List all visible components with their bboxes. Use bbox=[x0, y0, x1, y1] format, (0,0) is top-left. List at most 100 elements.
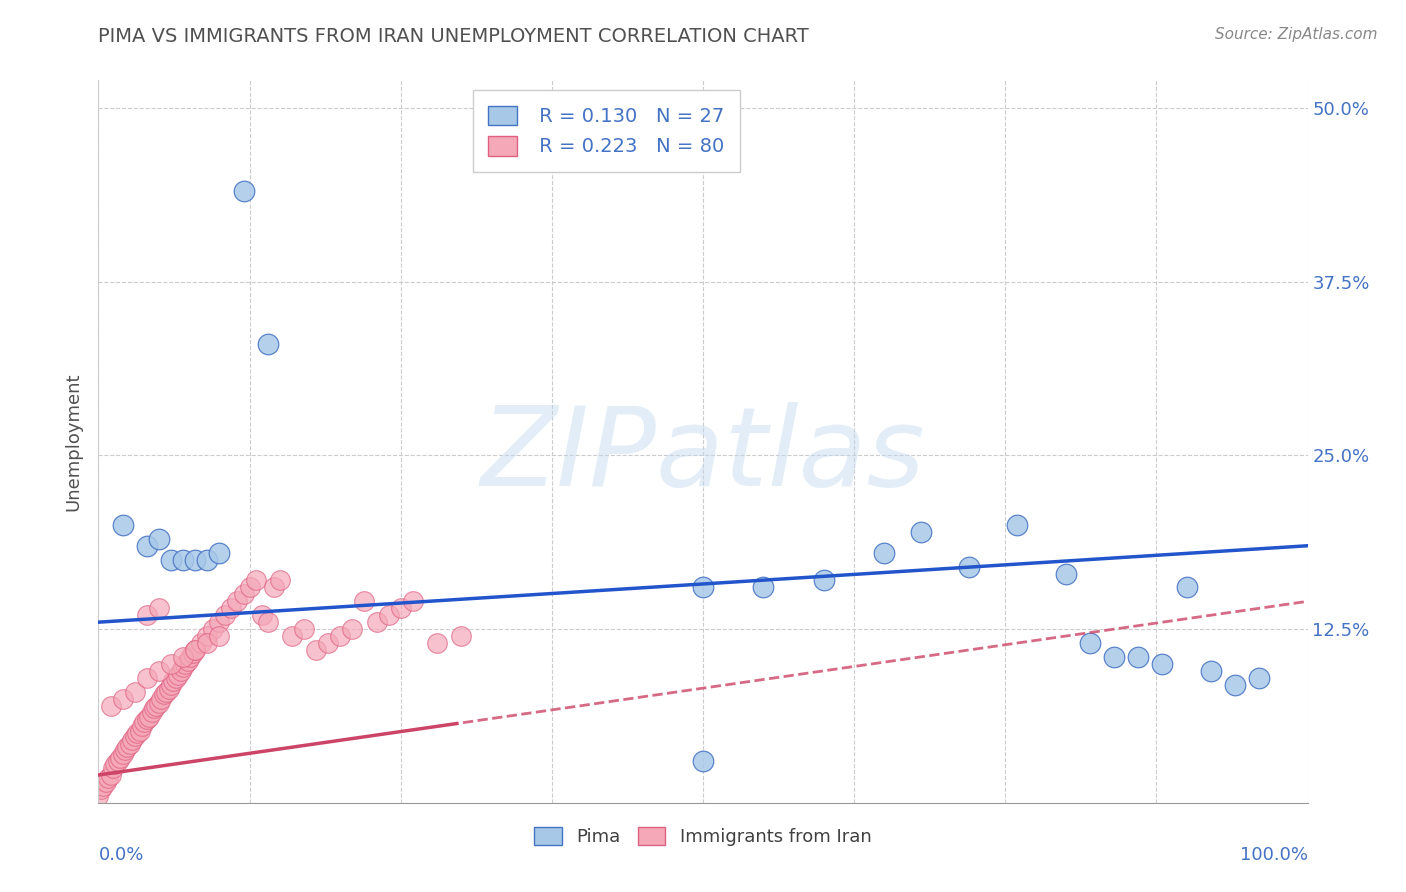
Pima bbox=[1223, 678, 1246, 692]
Immigrants from Iran bbox=[177, 654, 200, 668]
Immigrants from Iran bbox=[148, 696, 170, 710]
Immigrants from Iran bbox=[181, 646, 204, 660]
Immigrants from Iran bbox=[148, 601, 170, 615]
Immigrants from Iran bbox=[135, 671, 157, 685]
Immigrants from Iran bbox=[87, 789, 110, 803]
Immigrants from Iran bbox=[150, 691, 173, 706]
Pima bbox=[160, 552, 183, 566]
Immigrants from Iran bbox=[114, 743, 136, 757]
Immigrants from Iran bbox=[155, 684, 177, 698]
Immigrants from Iran bbox=[329, 629, 352, 643]
Immigrants from Iran bbox=[108, 751, 131, 765]
Immigrants from Iran bbox=[141, 706, 163, 720]
Pima bbox=[172, 552, 194, 566]
Immigrants from Iran bbox=[179, 649, 201, 664]
Pima bbox=[1007, 517, 1029, 532]
Immigrants from Iran bbox=[100, 768, 122, 782]
Immigrants from Iran bbox=[157, 681, 180, 696]
Pima bbox=[692, 581, 714, 595]
Immigrants from Iran bbox=[195, 629, 218, 643]
Text: Source: ZipAtlas.com: Source: ZipAtlas.com bbox=[1215, 27, 1378, 42]
Pima bbox=[1249, 671, 1271, 685]
Immigrants from Iran bbox=[226, 594, 249, 608]
Immigrants from Iran bbox=[165, 671, 187, 685]
Immigrants from Iran bbox=[91, 779, 114, 793]
Immigrants from Iran bbox=[111, 691, 134, 706]
Pima bbox=[232, 185, 254, 199]
Immigrants from Iran bbox=[316, 636, 339, 650]
Pima bbox=[873, 546, 896, 560]
Pima bbox=[1199, 664, 1222, 678]
Immigrants from Iran bbox=[184, 643, 207, 657]
Pima bbox=[208, 546, 231, 560]
Pima bbox=[692, 754, 714, 768]
Text: 0.0%: 0.0% bbox=[98, 847, 143, 864]
Immigrants from Iran bbox=[214, 608, 236, 623]
Immigrants from Iran bbox=[167, 668, 190, 682]
Immigrants from Iran bbox=[145, 698, 167, 713]
Immigrants from Iran bbox=[148, 664, 170, 678]
Immigrants from Iran bbox=[292, 622, 315, 636]
Pima bbox=[910, 524, 932, 539]
Immigrants from Iran bbox=[131, 719, 153, 733]
Immigrants from Iran bbox=[450, 629, 472, 643]
Immigrants from Iran bbox=[135, 713, 157, 727]
Immigrants from Iran bbox=[128, 723, 150, 738]
Pima bbox=[195, 552, 218, 566]
Immigrants from Iran bbox=[402, 594, 425, 608]
Pima bbox=[1128, 649, 1150, 664]
Immigrants from Iran bbox=[190, 636, 212, 650]
Immigrants from Iran bbox=[269, 574, 291, 588]
Immigrants from Iran bbox=[90, 781, 112, 796]
Immigrants from Iran bbox=[208, 629, 231, 643]
Immigrants from Iran bbox=[135, 608, 157, 623]
Immigrants from Iran bbox=[143, 701, 166, 715]
Immigrants from Iran bbox=[160, 657, 183, 671]
Immigrants from Iran bbox=[162, 673, 184, 688]
Immigrants from Iran bbox=[195, 636, 218, 650]
Immigrants from Iran bbox=[117, 740, 139, 755]
Immigrants from Iran bbox=[134, 715, 156, 730]
Pima bbox=[1175, 581, 1198, 595]
Immigrants from Iran bbox=[353, 594, 375, 608]
Immigrants from Iran bbox=[389, 601, 412, 615]
Immigrants from Iran bbox=[174, 657, 197, 671]
Pima bbox=[148, 532, 170, 546]
Immigrants from Iran bbox=[263, 581, 285, 595]
Immigrants from Iran bbox=[245, 574, 267, 588]
Pima bbox=[813, 574, 835, 588]
Immigrants from Iran bbox=[172, 659, 194, 673]
Immigrants from Iran bbox=[152, 687, 174, 701]
Immigrants from Iran bbox=[138, 709, 160, 723]
Immigrants from Iran bbox=[160, 678, 183, 692]
Pima bbox=[1078, 636, 1101, 650]
Immigrants from Iran bbox=[107, 754, 129, 768]
Immigrants from Iran bbox=[184, 643, 207, 657]
Immigrants from Iran bbox=[377, 608, 399, 623]
Immigrants from Iran bbox=[172, 649, 194, 664]
Immigrants from Iran bbox=[232, 587, 254, 601]
Text: 100.0%: 100.0% bbox=[1240, 847, 1308, 864]
Immigrants from Iran bbox=[426, 636, 449, 650]
Pima bbox=[957, 559, 980, 574]
Pima bbox=[1102, 649, 1125, 664]
Immigrants from Iran bbox=[118, 738, 141, 752]
Pima bbox=[135, 539, 157, 553]
Text: ZIPatlas: ZIPatlas bbox=[481, 402, 925, 509]
Immigrants from Iran bbox=[94, 775, 117, 789]
Pima bbox=[184, 552, 207, 566]
Immigrants from Iran bbox=[104, 756, 127, 771]
Immigrants from Iran bbox=[305, 643, 328, 657]
Immigrants from Iran bbox=[366, 615, 388, 630]
Immigrants from Iran bbox=[239, 581, 262, 595]
Immigrants from Iran bbox=[250, 608, 273, 623]
Legend: Pima, Immigrants from Iran: Pima, Immigrants from Iran bbox=[522, 814, 884, 859]
Immigrants from Iran bbox=[281, 629, 304, 643]
Immigrants from Iran bbox=[100, 698, 122, 713]
Pima bbox=[752, 581, 775, 595]
Immigrants from Iran bbox=[342, 622, 364, 636]
Immigrants from Iran bbox=[127, 726, 149, 740]
Immigrants from Iran bbox=[101, 761, 124, 775]
Immigrants from Iran bbox=[121, 733, 143, 747]
Immigrants from Iran bbox=[97, 771, 120, 785]
